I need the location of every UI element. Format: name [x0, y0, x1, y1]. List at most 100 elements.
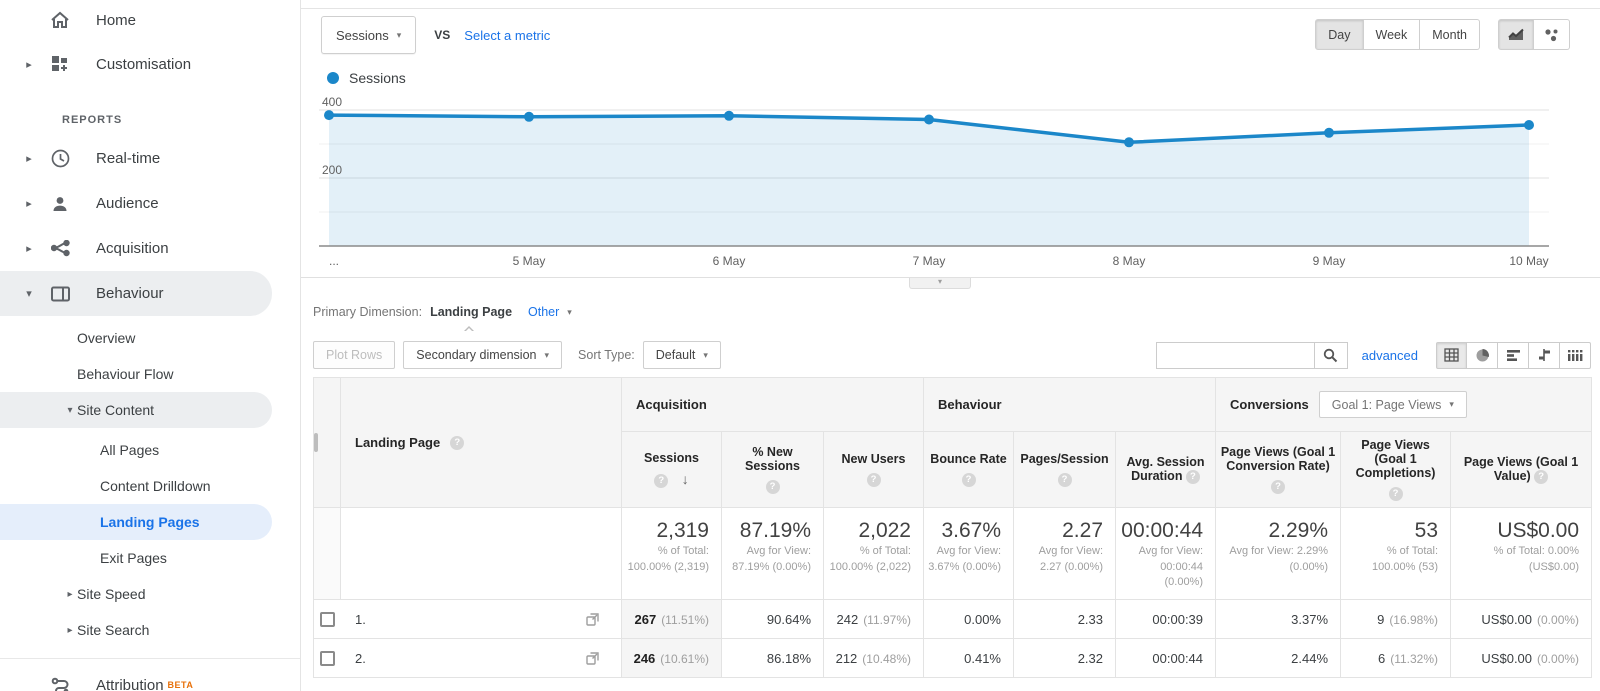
- help-icon[interactable]: ?: [765, 479, 780, 494]
- sidebar-item-landing-pages[interactable]: Landing Pages: [0, 504, 272, 540]
- new-users-column-header[interactable]: New Users ?: [823, 431, 924, 508]
- pv-completions-column-header[interactable]: Page Views (Goal 1 Completions) ?: [1340, 431, 1452, 508]
- attribution-icon: [50, 677, 70, 691]
- motion-chart-view-button[interactable]: [1534, 19, 1570, 50]
- pv-value-column-header[interactable]: Page Views (Goal 1 Value) ?: [1450, 431, 1593, 508]
- totals-pages: 2.27 Avg for View: 2.27 (0.00%): [1013, 507, 1116, 600]
- bounce-rate-column-header[interactable]: Bounce Rate ?: [923, 431, 1014, 508]
- sidebar-item-site-search[interactable]: ▸ Site Search: [0, 612, 300, 648]
- sidebar-item-all-pages[interactable]: All Pages: [100, 442, 160, 458]
- sidebar-item-label: Behaviour: [96, 285, 164, 302]
- advanced-search-link[interactable]: advanced: [1361, 347, 1418, 363]
- main-content: Sessions ▾ VS Select a metric Day Week M…: [301, 0, 1600, 691]
- open-page-icon[interactable]: [586, 651, 599, 665]
- avg-duration-column-header[interactable]: Avg. Session Duration ?: [1114, 431, 1217, 508]
- help-icon[interactable]: ?: [450, 435, 465, 450]
- clock-icon: [50, 149, 70, 168]
- sidebar-item-label: Audience: [96, 195, 159, 212]
- caret-right-icon: ▸: [67, 588, 73, 600]
- sidebar-item-site-content[interactable]: ▾ Site Content: [0, 392, 272, 428]
- pv-conv-rate-column-header[interactable]: Page Views (Goal 1 Conversion Rate) ?: [1215, 431, 1342, 508]
- totals-new-sessions: 87.19% Avg for View: 87.19% (0.00%): [721, 507, 824, 600]
- person-icon: [50, 195, 70, 213]
- row-checkbox[interactable]: [320, 650, 335, 666]
- sidebar-item-exit-pages[interactable]: Exit Pages: [100, 550, 167, 566]
- secondary-dimension-dropdown[interactable]: Secondary dimension ▾: [403, 341, 563, 369]
- open-page-icon[interactable]: [586, 612, 599, 626]
- caret-down-icon: ▾: [67, 404, 73, 416]
- table-controls-row: Plot Rows Secondary dimension ▾ Sort Typ…: [313, 339, 1591, 371]
- select-all-cell: [313, 377, 341, 508]
- line-chart-view-button[interactable]: [1498, 19, 1534, 50]
- sort-type-dropdown[interactable]: Default ▾: [642, 341, 721, 369]
- select-metric-link[interactable]: Select a metric: [464, 27, 551, 43]
- svg-text:6 May: 6 May: [713, 254, 746, 268]
- granularity-controls: Day Week Month: [1315, 19, 1570, 50]
- help-icon[interactable]: ?: [961, 472, 976, 487]
- sidebar-item-label: Home: [96, 11, 137, 29]
- help-icon[interactable]: ?: [1534, 469, 1549, 484]
- sort-type-label: Sort Type:: [578, 348, 635, 362]
- primary-dimension-label: Primary Dimension:: [313, 305, 423, 319]
- sidebar-item-customisation[interactable]: ▸ Customisation: [0, 40, 300, 88]
- sidebar-item-label: Attribution: [96, 676, 164, 691]
- granularity-week-button[interactable]: Week: [1363, 19, 1421, 50]
- help-icon[interactable]: ?: [1271, 479, 1286, 494]
- caret-right-icon: ▸: [26, 243, 32, 255]
- help-icon[interactable]: ?: [1388, 486, 1403, 501]
- plot-rows-button[interactable]: Plot Rows: [313, 341, 396, 369]
- granularity-day-button[interactable]: Day: [1315, 19, 1364, 50]
- comparison-view-button[interactable]: [1529, 341, 1560, 369]
- sidebar-item-attribution[interactable]: Attribution BETA: [0, 665, 300, 691]
- percentage-view-button[interactable]: [1467, 341, 1498, 369]
- search-input[interactable]: [1155, 341, 1314, 369]
- dimension-other-dropdown[interactable]: Other: [528, 305, 560, 319]
- totals-completions: 53 % of Total: 100.00% (53): [1340, 507, 1452, 600]
- chart-type-toggle: [1498, 19, 1570, 50]
- sidebar-item-audience[interactable]: ▸ Audience: [0, 181, 300, 226]
- customisation-icon: [50, 55, 70, 73]
- acquisition-icon: [50, 240, 70, 257]
- sidebar-item-realtime[interactable]: ▸ Real-time: [0, 136, 300, 181]
- caret-down-icon: ▾: [396, 29, 402, 40]
- help-icon[interactable]: ?: [654, 473, 669, 488]
- series-dot-icon: [327, 72, 339, 84]
- sidebar-item-behaviour-flow[interactable]: Behaviour Flow: [77, 366, 174, 382]
- sidebar-item-overview[interactable]: Overview: [77, 330, 136, 346]
- search-icon: [1323, 348, 1338, 362]
- svg-text:7 May: 7 May: [913, 254, 946, 268]
- sidebar-item-site-speed[interactable]: ▸ Site Speed: [0, 576, 300, 612]
- sidebar-item-acquisition[interactable]: ▸ Acquisition: [0, 226, 300, 271]
- select-all-checkbox[interactable]: [314, 433, 318, 452]
- pct-new-sessions-column-header[interactable]: % New Sessions ?: [721, 431, 824, 508]
- search-button[interactable]: [1313, 341, 1348, 369]
- pages-session-column-header[interactable]: Pages/Session ?: [1013, 431, 1116, 508]
- sidebar-item-home[interactable]: Home: [0, 0, 300, 40]
- svg-text:400: 400: [322, 96, 342, 109]
- sessions-chart-area: 200 400... 5 May 6 May 7 May 8 May 9 May 10 May: [319, 95, 1559, 273]
- sidebar-item-content-drilldown[interactable]: Content Drilldown: [100, 478, 211, 494]
- metric-toolbar: Sessions ▾ VS Select a metric: [321, 16, 550, 54]
- landing-page-column-header[interactable]: Landing Page ?: [340, 377, 622, 508]
- help-icon[interactable]: ?: [1057, 472, 1072, 487]
- row-checkbox[interactable]: [320, 611, 335, 627]
- dimension-landing-page-tab[interactable]: Landing Page: [430, 305, 512, 332]
- pivot-view-button[interactable]: [1560, 341, 1591, 369]
- conversions-group-header: Conversions Goal 1: Page Views ▾: [1215, 377, 1593, 432]
- granularity-month-button[interactable]: Month: [1420, 19, 1480, 50]
- sessions-column-header[interactable]: Sessions ? ↓: [621, 431, 722, 508]
- performance-view-button[interactable]: [1498, 341, 1529, 369]
- sidebar-item-label: Acquisition: [96, 240, 169, 257]
- svg-text:...: ...: [329, 254, 339, 268]
- totals-duration: 00:00:44 Avg for View: 00:00:44 (0.00%): [1114, 507, 1217, 600]
- sidebar-item-behaviour[interactable]: ▾ Behaviour: [0, 271, 272, 316]
- series-label: Sessions: [349, 70, 406, 86]
- table-view-button[interactable]: [1436, 341, 1467, 369]
- behaviour-icon: [50, 286, 70, 302]
- collapse-chart-tab[interactable]: ▾: [909, 278, 971, 289]
- help-icon[interactable]: ?: [1185, 469, 1200, 484]
- help-icon[interactable]: ?: [866, 472, 881, 487]
- metric-selector-dropdown[interactable]: Sessions ▾: [321, 16, 417, 54]
- goal-selector-dropdown[interactable]: Goal 1: Page Views ▾: [1318, 391, 1467, 418]
